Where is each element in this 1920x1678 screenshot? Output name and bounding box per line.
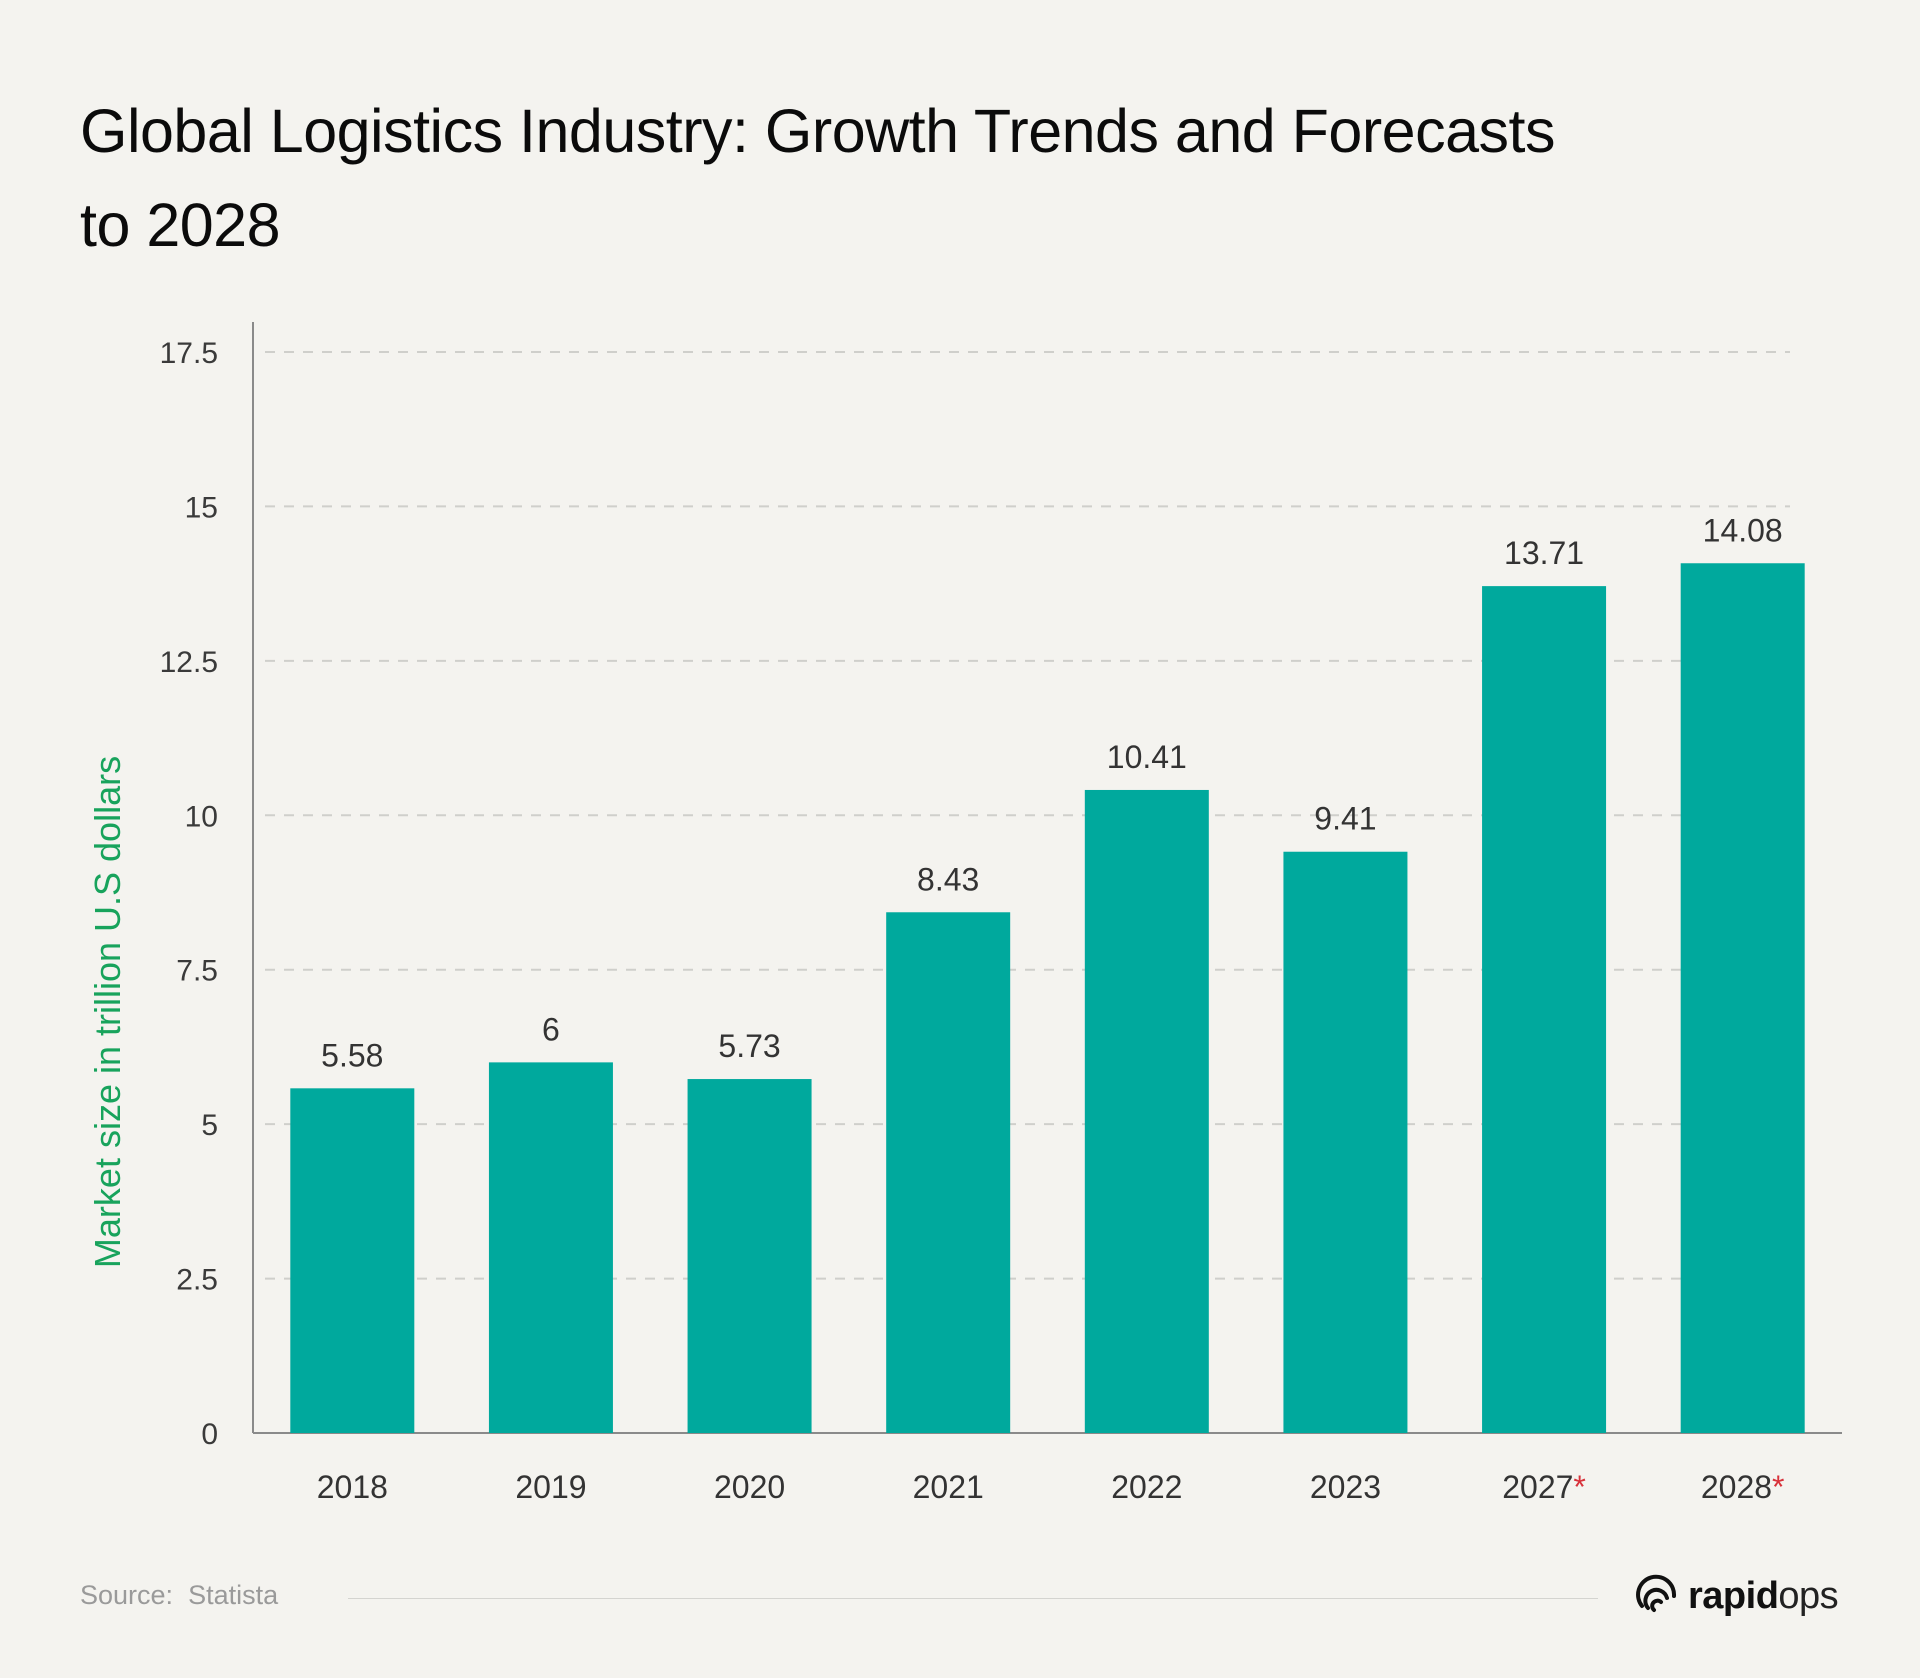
y-tick-label: 5 [201,1109,218,1142]
x-tick-label: 2028* [1701,1469,1785,1505]
footer-divider [348,1598,1598,1599]
forecast-marker: * [1573,1469,1585,1505]
x-tick-label: 2023 [1310,1469,1381,1505]
source-note: Source: Statista [80,1580,278,1611]
value-label: 10.41 [1107,739,1187,775]
bar-2028 [1680,563,1805,1433]
brand-name-light: ops [1778,1574,1839,1617]
x-tick-label: 2020 [714,1469,785,1505]
bar-2020 [687,1079,812,1433]
bar-2018 [290,1088,415,1433]
y-tick-label: 12.5 [160,646,218,679]
forecast-marker: * [1772,1469,1784,1505]
y-axis-label: Market size in trillion U.S dollars [87,756,128,1268]
bar-2023 [1283,851,1408,1433]
y-tick-label: 0 [201,1418,218,1451]
y-tick-label: 15 [185,491,218,524]
y-tick-label: 2.5 [176,1264,218,1297]
y-tick-label: 7.5 [176,955,218,988]
source-label: Source: [80,1580,174,1610]
source-value: Statista [188,1580,279,1610]
brand-logo: rapidops [1634,1570,1839,1622]
value-label: 9.41 [1314,801,1376,837]
y-tick-label: 17.5 [160,337,218,370]
x-tick-label: 2019 [515,1469,586,1505]
bar-chart: 0 2.5 5 7.5 10 12.5 15 17.5 5.58 6 5.73 8.43 10.41 9… [87,322,1842,1505]
x-tick-label: 2018 [317,1469,388,1505]
value-label: 13.71 [1504,535,1584,571]
y-tick-labels: 0 2.5 5 7.5 10 12.5 15 17.5 [160,337,218,1451]
x-tick-label: 2022 [1111,1469,1182,1505]
value-label: 6 [542,1011,560,1047]
value-label: 8.43 [917,861,979,897]
value-label: 5.58 [321,1037,383,1073]
value-labels: 5.58 6 5.73 8.43 10.41 9.41 13.71 14.08 [321,512,1783,1073]
bar-2022 [1084,789,1209,1433]
x-tick-label: 2027* [1502,1469,1586,1505]
bars [290,563,1805,1433]
bar-2027 [1482,586,1607,1433]
bar-2021 [886,912,1011,1433]
brand-name-bold: rapid [1688,1574,1779,1617]
rapidops-logo-icon [1636,1574,1677,1612]
x-tick-label: 2021 [913,1469,984,1505]
y-tick-label: 10 [185,800,218,833]
chart-title: Global Logistics Industry: Growth Trends… [80,97,1555,259]
brand-wordmark: rapidops [1688,1574,1839,1618]
value-label: 14.08 [1703,512,1783,548]
value-label: 5.73 [718,1028,780,1064]
bar-2019 [488,1062,613,1433]
x-tick-labels: 2018 2019 2020 2021 2022 2023 2027* 2028* [317,1469,1785,1505]
